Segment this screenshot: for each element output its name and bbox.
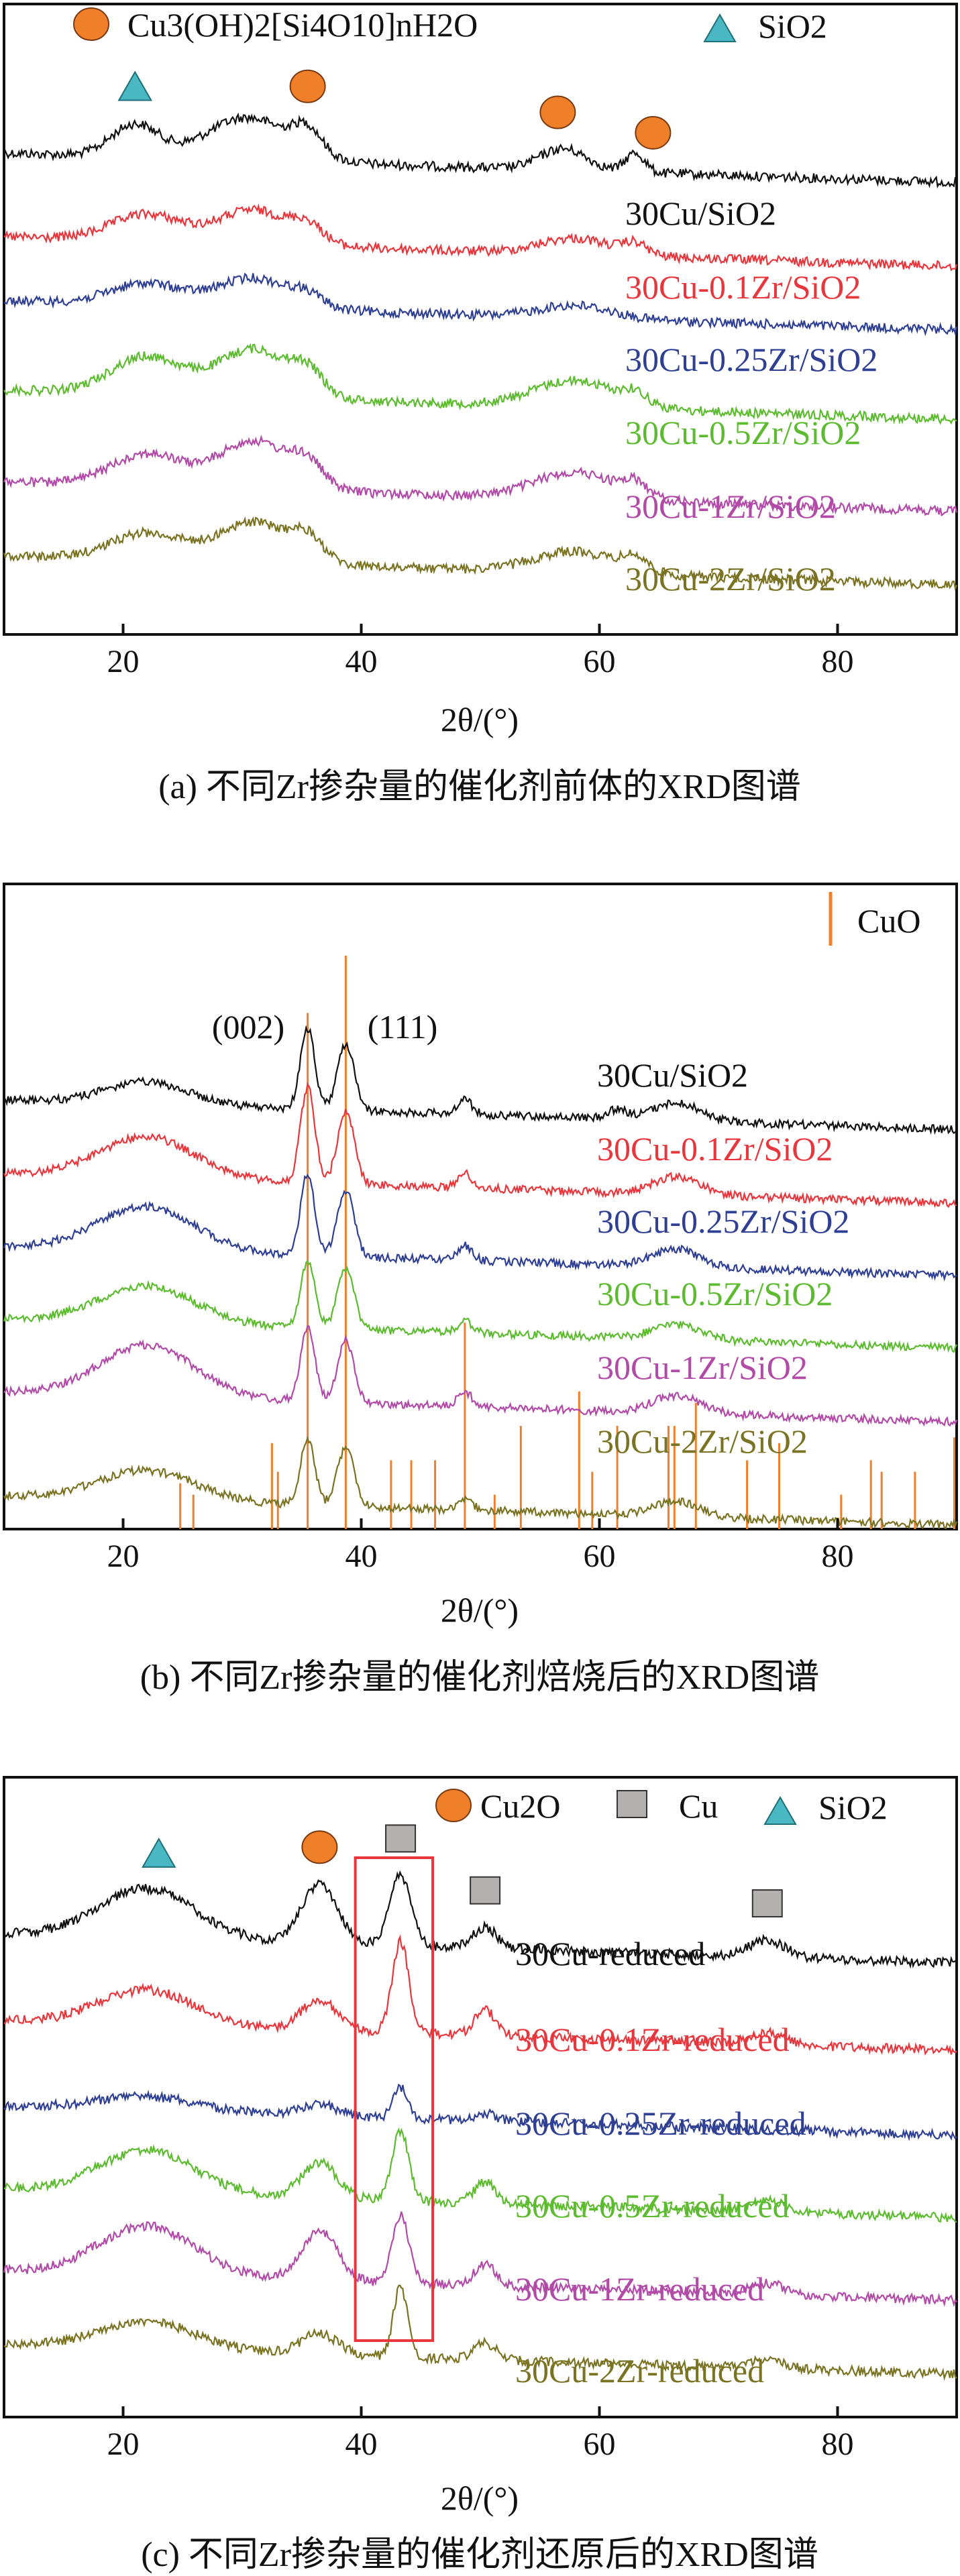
legend-label-cuo: CuO [857,902,920,940]
phase-marker-group [142,1824,783,1918]
panel-c: Cu2O Cu SiO2 30Cu-reduced 30Cu-0.1Zr-red… [3,1776,958,2574]
series-label: 30Cu-0.5Zr-reduced [515,2187,790,2225]
legend: CuO [829,892,920,946]
series-label: 30Cu-0.25Zr/SiO2 [597,1202,849,1240]
series-label: 30Cu-2Zr-reduced [515,2352,764,2390]
panel-caption: (c) 不同Zr掺杂量的催化剂还原后的XRD图谱 [141,2536,818,2574]
x-tick-label: 20 [107,2426,140,2462]
x-axis-label: 2θ/(°) [441,1591,519,1629]
series-label: 30Cu-2Zr/SiO2 [597,1422,808,1460]
circle-marker-icon [289,69,326,103]
series-label: 30Cu-1Zr/SiO2 [597,1349,808,1386]
formula-part: Cu3(OH)2[Si4O10]nH2O [127,6,478,44]
series-label: 30Cu-1Zr-reduced [515,2270,764,2308]
series-line [3,272,958,337]
x-tick-label: 80 [822,1538,854,1574]
series-label: 30Cu-0.25Zr-reduced [515,2105,806,2142]
series-label: 30Cu-reduced [515,1935,705,1972]
legend: Cu3(OH)2[Si4O10]nH2O SiO2 [73,6,827,45]
series-label: 30Cu-0.25Zr/SiO2 [625,341,877,378]
x-axis-ticks: 20 40 60 80 [107,624,854,679]
series-group [3,1025,958,1530]
series-group [3,1870,957,2382]
phase-marker-group [117,69,672,150]
sio2-legend-triangle-icon [763,1795,797,1825]
legend: Cu2O Cu SiO2 [435,1787,888,1826]
square-marker-icon [385,1824,417,1853]
series-line [3,1259,957,1353]
series-label: 30Cu-0.5Zr/SiO2 [625,414,861,451]
circle-marker-icon [539,95,576,129]
series-label: 30Cu-2Zr/SiO2 [625,560,836,598]
series-label: 30Cu-0.1Zr-reduced [515,2021,790,2058]
series-line [3,435,958,517]
cu2o-legend-circle-icon [435,1789,472,1822]
series-label: 30Cu/SiO2 [597,1056,748,1094]
peak-label: (111) [368,1008,438,1046]
series-label: 30Cu-0.5Zr/SiO2 [597,1275,833,1312]
cuo-reference-sticks [179,956,955,1529]
plot-frame [3,3,958,636]
square-marker-icon [751,1889,783,1918]
x-tick-label: 20 [107,1538,140,1574]
series-group [3,112,958,592]
plot-frame [3,883,958,1530]
series-line [3,112,957,188]
x-tick-label: 60 [584,644,616,679]
plot-frame [3,1776,958,2418]
panel-b: CuO (002) (111) 30Cu/SiO2 30Cu-0.1Zr/SiO… [3,883,958,1697]
x-axis-label: 2θ/(°) [441,2479,519,2517]
x-tick-label: 40 [345,644,378,679]
series-line [3,1325,958,1427]
x-axis-label: 2θ/(°) [441,701,519,738]
circle-marker-icon [301,1830,338,1864]
triangle-marker-icon [117,70,152,101]
x-tick-label: 80 [822,2426,854,2462]
series-line [3,1870,957,1969]
cu-legend-square-icon [617,1790,647,1818]
series-line [3,2211,957,2307]
series-label: 30Cu-1Zr/SiO2 [625,488,836,525]
x-tick-label: 60 [584,1538,616,1574]
x-tick-label: 20 [107,644,140,679]
series-line [3,343,957,425]
circle-marker-icon [635,115,672,150]
legend-label-cu: Cu [679,1787,718,1825]
series-line [3,2284,957,2382]
series-line [3,1174,957,1282]
cu-peak-highlight-box [354,1856,434,2342]
series-line [3,2083,957,2141]
sio2-legend-triangle-icon [703,13,737,42]
x-tick-label: 40 [345,2426,378,2462]
x-tick-label: 60 [584,2426,616,2462]
series-line [3,516,958,592]
legend-label-cu-silicate: Cu3(OH)2[Si4O10]nH2O [127,6,478,44]
legend-label-cu2o: Cu2O [480,1787,560,1825]
x-axis-ticks: 20 40 60 80 [107,2406,854,2462]
legend-label-sio2: SiO2 [758,7,827,45]
series-label: 30Cu-0.1Zr/SiO2 [597,1130,833,1168]
legend-label-sio2: SiO2 [818,1789,888,1826]
triangle-marker-icon [142,1837,176,1868]
series-line [3,1082,957,1209]
x-tick-label: 40 [345,1538,378,1574]
series-line [3,1435,958,1530]
square-marker-icon [470,1876,501,1905]
panel-caption: (b) 不同Zr掺杂量的催化剂焙烧后的XRD图谱 [140,1659,820,1697]
series-line [3,1025,957,1135]
panel-caption: (a) 不同Zr掺杂量的催化剂前体的XRD图谱 [158,768,801,806]
series-label: 30Cu-0.1Zr/SiO2 [625,268,861,306]
series-line [3,1934,957,2056]
panel-a: Cu3(OH)2[Si4O10]nH2O SiO2 30Cu/SiO2 30Cu… [3,3,958,806]
x-axis-ticks: 20 40 60 80 [107,1518,854,1574]
series-line [3,203,958,272]
peak-label: (002) [212,1008,284,1046]
x-tick-label: 80 [822,644,854,679]
series-line [3,2127,957,2223]
cu-silicate-legend-circle-icon [73,7,109,41]
series-label: 30Cu/SiO2 [625,194,776,232]
